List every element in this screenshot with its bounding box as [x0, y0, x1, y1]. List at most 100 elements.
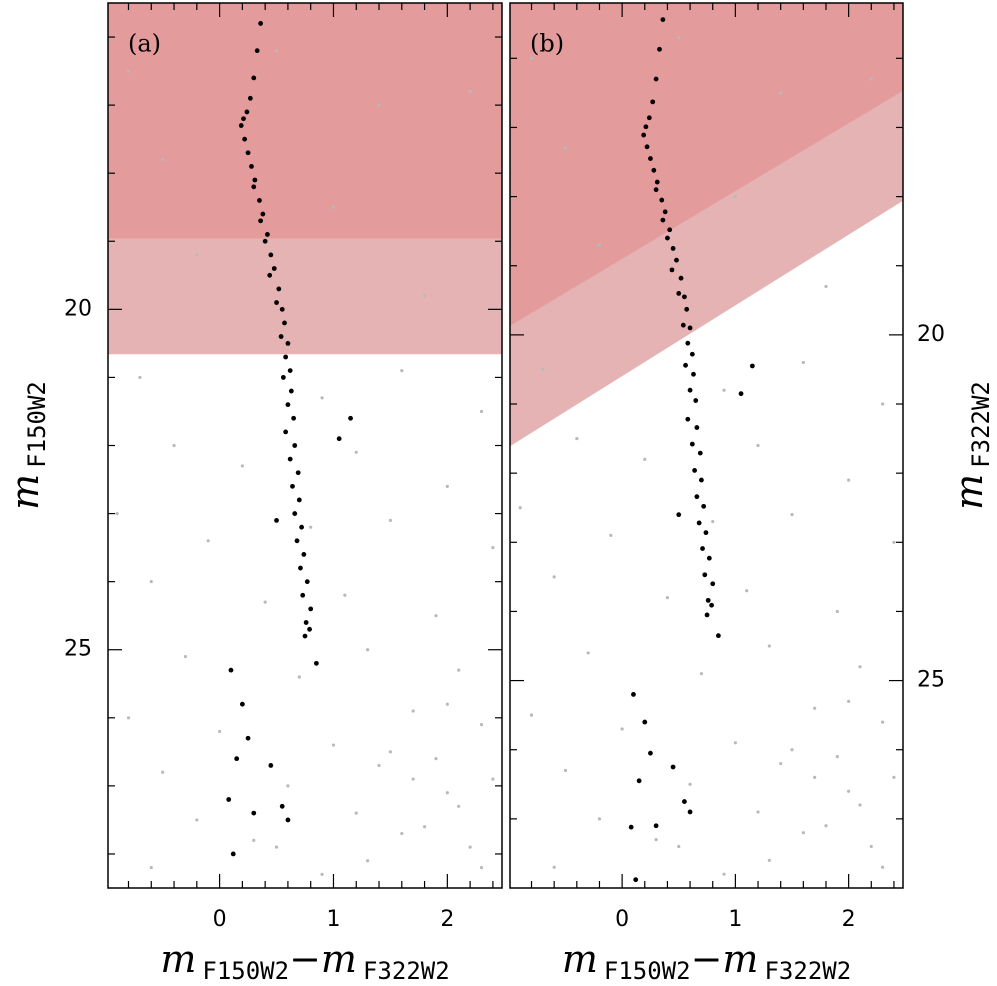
data-point [238, 123, 244, 128]
data-point [745, 589, 749, 593]
data-point [687, 809, 693, 815]
data-point [654, 179, 660, 185]
data-point [268, 252, 274, 258]
data-point [801, 360, 805, 365]
data-point [824, 824, 828, 828]
data-point [276, 286, 282, 292]
data-point [691, 371, 696, 377]
data-point [704, 612, 710, 618]
data-point [801, 831, 805, 835]
data-point [195, 253, 199, 257]
data-point [733, 741, 737, 745]
data-point [858, 665, 862, 669]
data-point [689, 441, 695, 447]
data-point [779, 761, 783, 766]
data-point [377, 763, 381, 768]
data-point [479, 865, 484, 870]
data-point [659, 197, 665, 203]
label-subscript: F322W2 [967, 381, 995, 468]
data-point [847, 699, 851, 703]
data-point [674, 257, 679, 263]
data-point [258, 218, 263, 224]
data-point [252, 838, 256, 842]
data-point [650, 99, 656, 105]
panel-label: (a) [128, 30, 161, 58]
data-point [813, 775, 817, 779]
data-point [434, 614, 438, 618]
data-point [301, 552, 307, 557]
data-point [684, 306, 690, 312]
data-point [677, 35, 681, 40]
data-point [653, 187, 659, 193]
data-point [563, 768, 568, 773]
data-point [790, 513, 794, 517]
data-point [285, 402, 291, 408]
data-point [648, 156, 653, 161]
data-point [529, 56, 534, 60]
data-point [271, 266, 277, 271]
data-point [400, 369, 404, 373]
data-point [283, 429, 289, 435]
data-point [651, 167, 657, 173]
data-point [518, 506, 522, 510]
data-point [682, 799, 687, 804]
data-point [703, 530, 709, 536]
data-point [648, 750, 653, 756]
data-point [298, 565, 303, 571]
data-point [254, 48, 260, 54]
data-point [636, 778, 642, 784]
data-point [575, 436, 579, 441]
panel-label: (b) [530, 30, 564, 58]
data-point [660, 217, 666, 223]
data-point [304, 579, 310, 585]
data-point [285, 817, 291, 823]
data-point [633, 877, 639, 883]
label-part: m [947, 474, 991, 510]
data-point [676, 512, 682, 518]
data-point [552, 865, 556, 869]
data-point [279, 306, 285, 312]
data-point [586, 651, 590, 655]
data-point [161, 157, 165, 162]
data-point [287, 456, 293, 462]
data-point [468, 845, 472, 849]
data-point [292, 443, 298, 448]
data-point [892, 775, 896, 779]
data-point [706, 555, 712, 561]
data-point [722, 388, 726, 392]
data-point [677, 844, 681, 849]
data-point [278, 334, 284, 339]
data-point [285, 340, 291, 346]
data-point [468, 89, 472, 94]
data-point [307, 626, 312, 632]
data-point [654, 838, 658, 842]
data-point [687, 387, 693, 393]
data-point [292, 511, 298, 516]
data-point [701, 503, 707, 509]
label-part: m [722, 937, 758, 981]
data-point [858, 803, 862, 807]
data-point [172, 443, 176, 448]
data-point [354, 811, 358, 815]
data-point [422, 294, 427, 298]
data-point [685, 340, 691, 346]
data-point [260, 211, 266, 217]
data-point [881, 865, 885, 869]
data-point [290, 483, 295, 489]
data-point [354, 450, 358, 454]
data-point [183, 654, 188, 659]
data-point [268, 763, 274, 768]
data-point [422, 825, 427, 829]
data-point [682, 294, 687, 300]
data-point [479, 723, 484, 727]
data-point [892, 540, 896, 544]
data-point [563, 146, 568, 150]
data-point [457, 668, 461, 672]
axis-label: m F322W2 [947, 381, 995, 510]
data-point [242, 136, 248, 142]
data-point [252, 177, 258, 183]
data-point [715, 633, 721, 639]
data-point [676, 290, 682, 296]
label-part: − [289, 937, 321, 981]
